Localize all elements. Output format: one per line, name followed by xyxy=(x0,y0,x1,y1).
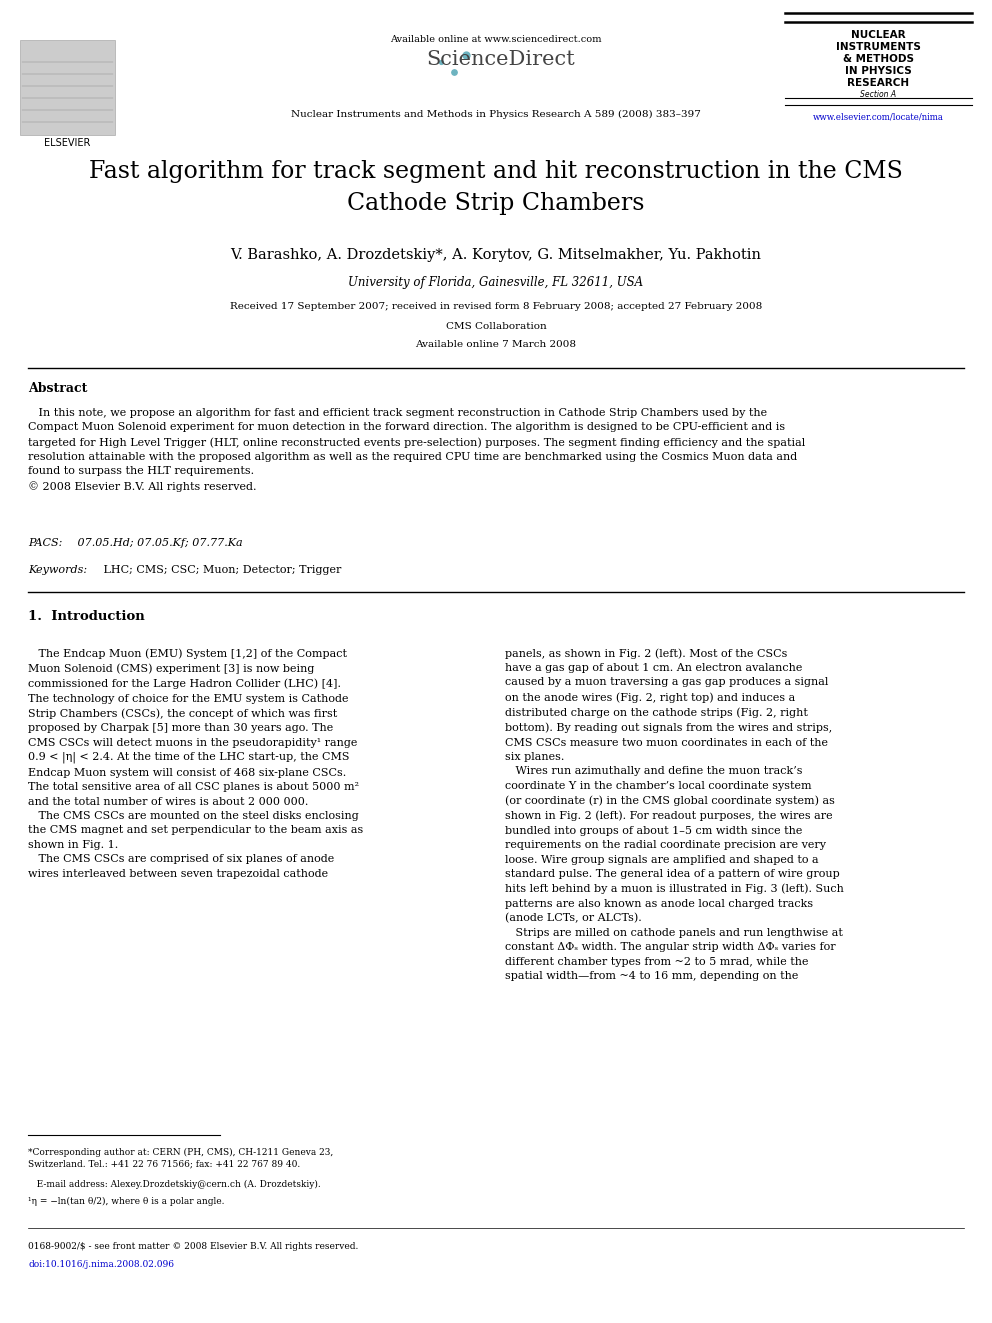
Text: Nuclear Instruments and Methods in Physics Research A 589 (2008) 383–397: Nuclear Instruments and Methods in Physi… xyxy=(291,110,701,119)
Text: Abstract: Abstract xyxy=(28,382,87,396)
Text: CMS Collaboration: CMS Collaboration xyxy=(445,321,547,331)
Text: The Endcap Muon (EMU) System [1,2] of the Compact
Muon Solenoid (CMS) experiment: The Endcap Muon (EMU) System [1,2] of th… xyxy=(28,648,363,878)
Text: Received 17 September 2007; received in revised form 8 February 2008; accepted 2: Received 17 September 2007; received in … xyxy=(230,302,762,311)
Text: University of Florida, Gainesville, FL 32611, USA: University of Florida, Gainesville, FL 3… xyxy=(348,277,644,288)
Text: Keywords:: Keywords: xyxy=(28,565,87,576)
Text: 07.05.Hd; 07.05.Kf; 07.77.Ka: 07.05.Hd; 07.05.Kf; 07.77.Ka xyxy=(74,538,243,548)
Text: ¹η = −ln(tan θ/2), where θ is a polar angle.: ¹η = −ln(tan θ/2), where θ is a polar an… xyxy=(28,1197,224,1207)
Text: *Corresponding author at: CERN (PH, CMS), CH-1211 Geneva 23,
Switzerland. Tel.: : *Corresponding author at: CERN (PH, CMS)… xyxy=(28,1148,333,1170)
Text: IN PHYSICS: IN PHYSICS xyxy=(845,66,912,75)
Text: Available online 7 March 2008: Available online 7 March 2008 xyxy=(416,340,576,349)
Text: RESEARCH: RESEARCH xyxy=(847,78,910,89)
Text: & METHODS: & METHODS xyxy=(843,54,914,64)
Text: INSTRUMENTS: INSTRUMENTS xyxy=(836,42,921,52)
Text: panels, as shown in Fig. 2 (left). Most of the CSCs
have a gas gap of about 1 cm: panels, as shown in Fig. 2 (left). Most … xyxy=(505,648,844,982)
Text: doi:10.1016/j.nima.2008.02.096: doi:10.1016/j.nima.2008.02.096 xyxy=(28,1259,174,1269)
Text: V. Barashko, A. Drozdetskiy*, A. Korytov, G. Mitselmakher, Yu. Pakhotin: V. Barashko, A. Drozdetskiy*, A. Korytov… xyxy=(230,247,762,262)
Text: PACS:: PACS: xyxy=(28,538,62,548)
Text: Available online at www.sciencedirect.com: Available online at www.sciencedirect.co… xyxy=(390,34,602,44)
Text: LHC; CMS; CSC; Muon; Detector; Trigger: LHC; CMS; CSC; Muon; Detector; Trigger xyxy=(100,565,341,576)
Text: In this note, we propose an algorithm for fast and efficient track segment recon: In this note, we propose an algorithm fo… xyxy=(28,407,806,492)
Text: E-mail address: Alexey.Drozdetskiy@cern.ch (A. Drozdetskiy).: E-mail address: Alexey.Drozdetskiy@cern.… xyxy=(28,1180,320,1189)
Text: 1.  Introduction: 1. Introduction xyxy=(28,610,145,623)
Bar xyxy=(20,40,115,135)
Text: Section A: Section A xyxy=(860,90,897,99)
Text: ScienceDirect: ScienceDirect xyxy=(427,50,575,69)
Text: www.elsevier.com/locate/nima: www.elsevier.com/locate/nima xyxy=(813,112,944,120)
Text: 0168-9002/$ - see front matter © 2008 Elsevier B.V. All rights reserved.: 0168-9002/$ - see front matter © 2008 El… xyxy=(28,1242,358,1252)
Text: ELSEVIER: ELSEVIER xyxy=(44,138,90,148)
Text: NUCLEAR: NUCLEAR xyxy=(851,30,906,40)
Text: Fast algorithm for track segment and hit reconstruction in the CMS
Cathode Strip: Fast algorithm for track segment and hit… xyxy=(89,160,903,216)
